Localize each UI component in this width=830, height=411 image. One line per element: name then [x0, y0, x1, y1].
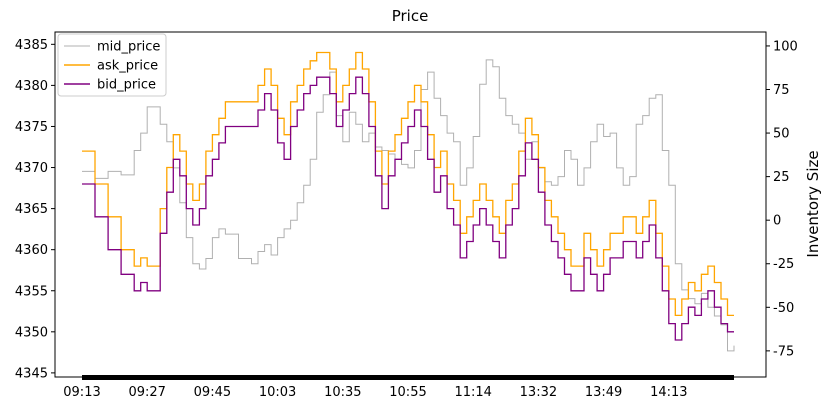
x-tick-label: 09:13 [63, 385, 100, 400]
x-tick-label: 13:32 [520, 385, 557, 400]
right-axis-ticks: -75 -50 -25 0 25 50 75 100 [766, 39, 798, 359]
legend-label-ask-price: ask_price [97, 59, 158, 74]
x-tick-label: 11:14 [454, 385, 491, 400]
series-line-ask-price [82, 51, 734, 317]
y-tick-label: 4380 [15, 79, 48, 94]
legend-box [57, 33, 167, 97]
x-axis-dense-tick-band [82, 375, 734, 380]
y-tick-label: 4365 [15, 202, 48, 217]
left-axis-ticks: 4345 4350 4355 4360 4365 4370 4375 4380 4385 [15, 38, 55, 381]
y-tick-label: 4375 [15, 120, 48, 135]
y2-tick-label: -50 [773, 301, 794, 316]
y2-tick-label: 25 [773, 170, 790, 185]
y-tick-label: 4360 [15, 243, 48, 258]
x-tick-label: 14:13 [650, 385, 687, 400]
x-tick-label: 10:55 [389, 385, 426, 400]
chart-title: Price [392, 7, 429, 25]
y2-tick-label: 100 [773, 39, 798, 54]
x-tick-label: 10:03 [259, 385, 296, 400]
y2-tick-label: 0 [773, 214, 781, 229]
y-tick-label: 4370 [15, 161, 48, 176]
y-tick-label: 4350 [15, 325, 48, 340]
right-axis-label: Inventory Size [804, 150, 822, 257]
x-tick-label: 10:35 [324, 385, 361, 400]
series-group [82, 51, 735, 352]
x-tick-label: 13:49 [585, 385, 622, 400]
y2-tick-label: 50 [773, 127, 790, 142]
legend: mid_price ask_price bid_price [57, 33, 167, 97]
y-tick-label: 4385 [15, 38, 48, 53]
y2-tick-label: 75 [773, 83, 790, 98]
y2-tick-label: -75 [773, 344, 794, 359]
legend-label-mid-price: mid_price [97, 40, 160, 55]
legend-label-bid-price: bid_price [97, 78, 156, 93]
y2-tick-label: -25 [773, 257, 794, 272]
series-line-mid-price [82, 59, 735, 352]
y-tick-label: 4345 [15, 366, 48, 381]
x-tick-label: 09:27 [128, 385, 165, 400]
x-tick-label: 09:45 [194, 385, 231, 400]
series-line-bid-price [82, 76, 734, 341]
y-tick-label: 4355 [15, 284, 48, 299]
x-axis-ticks: 09:13 09:27 09:45 10:03 10:35 10:55 11:14 13:32… [63, 385, 687, 400]
